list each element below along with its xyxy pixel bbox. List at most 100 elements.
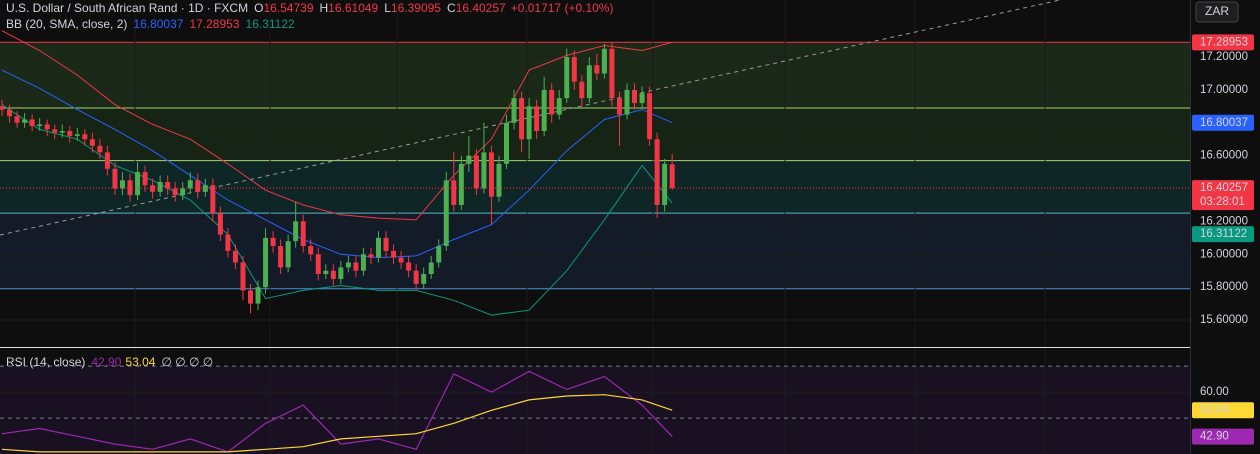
candle-body <box>300 221 306 247</box>
candle-body <box>353 262 359 271</box>
indicator-value: 53.04 <box>125 355 155 369</box>
candle-body <box>436 246 442 263</box>
candle-body <box>609 48 615 99</box>
candle-body <box>89 139 95 146</box>
candle-body <box>511 98 517 123</box>
price-tag <box>1192 34 1254 51</box>
ohlc-prefix: O <box>254 1 263 15</box>
candle-body <box>466 155 472 164</box>
candle-body <box>481 152 487 189</box>
candle-body <box>67 130 73 136</box>
y-tick-label: 17.00000 <box>1200 84 1248 96</box>
candle-body <box>135 172 141 196</box>
zone <box>0 42 1190 108</box>
ohlc-value: 16.40257 <box>456 1 506 15</box>
candle-body <box>586 65 592 99</box>
candle-body <box>142 172 148 186</box>
candle-body <box>556 98 562 115</box>
candle-body <box>594 65 600 74</box>
indicator-placeholders: ∅ ∅ ∅ ∅ <box>161 355 213 369</box>
candle-body <box>428 262 434 274</box>
currency-box[interactable] <box>1195 1 1239 23</box>
indicator-name: BB (20, SMA, close, 2) <box>6 17 127 31</box>
value-tag-label: 53.04 <box>1200 404 1229 416</box>
candle-body <box>504 122 510 164</box>
header: U.S. Dollar / South African Rand · 1D · … <box>6 1 613 369</box>
candle-body <box>662 163 668 205</box>
indicator-name: RSI (14, close) <box>6 355 85 369</box>
candle-body <box>308 246 314 255</box>
price-tag <box>1192 226 1254 243</box>
symbol: U.S. Dollar / South African Rand · 1D · … <box>6 1 248 15</box>
candle-body <box>202 185 208 192</box>
candle-body <box>37 124 43 127</box>
candle-body <box>285 241 291 268</box>
candle-body <box>263 237 269 288</box>
candle-body <box>526 106 532 140</box>
candle-body <box>368 254 374 258</box>
value-tag-label: 42.90 <box>1200 431 1229 443</box>
candle-body <box>180 188 186 196</box>
candle-body <box>119 180 125 189</box>
candle-body <box>473 155 479 189</box>
chart-title: U.S. Dollar / South African Rand · 1D · … <box>6 1 613 15</box>
candle-body <box>406 262 412 271</box>
candle-body <box>421 273 427 284</box>
currency[interactable]: ZAR <box>1205 4 1229 18</box>
candle-body <box>579 81 585 99</box>
candle-body <box>541 89 547 131</box>
candle-body <box>14 116 20 123</box>
candle-body <box>7 109 13 117</box>
candle-body <box>195 180 201 192</box>
ohlc-value: 16.61049 <box>328 1 378 15</box>
price-tag-label: 17.28953 <box>1200 36 1248 48</box>
candle-body <box>398 257 404 263</box>
candle-body <box>345 262 351 268</box>
candle-body <box>315 254 321 274</box>
candle-body <box>616 98 622 115</box>
candle-body <box>413 270 419 284</box>
candle-body <box>451 180 457 205</box>
candle-body <box>97 145 103 153</box>
trend-line <box>0 0 1061 236</box>
candle-body <box>338 267 344 279</box>
candle-body <box>240 262 246 291</box>
indicator-value: 16.31122 <box>246 17 295 31</box>
candle-body <box>564 57 570 99</box>
candle-body <box>376 237 381 258</box>
price-tag <box>1192 180 1254 211</box>
candle-body <box>127 180 133 196</box>
candle-body <box>210 185 216 214</box>
candle-body <box>571 57 577 82</box>
candle-body <box>217 213 223 235</box>
price-tag-label: 16.80037 <box>1200 117 1248 129</box>
indicator-value: 17.28953 <box>189 17 239 31</box>
candle-body <box>255 287 261 304</box>
ohlc-value: 16.54739 <box>263 1 313 15</box>
candle-body <box>0 106 5 110</box>
candle-body <box>330 270 336 279</box>
candle-body <box>391 250 397 258</box>
band-line <box>1 69 673 259</box>
candle-body <box>360 254 366 271</box>
candle-body <box>519 98 525 140</box>
ohlc-value: 16.39095 <box>391 1 441 15</box>
price-tag <box>1192 114 1254 131</box>
countdown: 03:28:01 <box>1200 196 1245 208</box>
candle-body <box>458 163 464 205</box>
candle-body <box>165 181 171 189</box>
candle-body <box>44 124 50 130</box>
zone <box>0 107 1190 161</box>
zone <box>0 160 1190 214</box>
candle-body <box>22 119 28 123</box>
candle-body <box>654 139 660 205</box>
candle-body <box>534 106 540 131</box>
candle-body <box>624 89 630 115</box>
candle-body <box>82 134 88 140</box>
candle-body <box>225 234 231 251</box>
rsi-line <box>1 370 673 453</box>
ohlc-prefix: H <box>320 1 329 15</box>
indicator-value: 16.80037 <box>133 17 183 31</box>
price-tag-label: 16.40257 <box>1200 182 1248 194</box>
